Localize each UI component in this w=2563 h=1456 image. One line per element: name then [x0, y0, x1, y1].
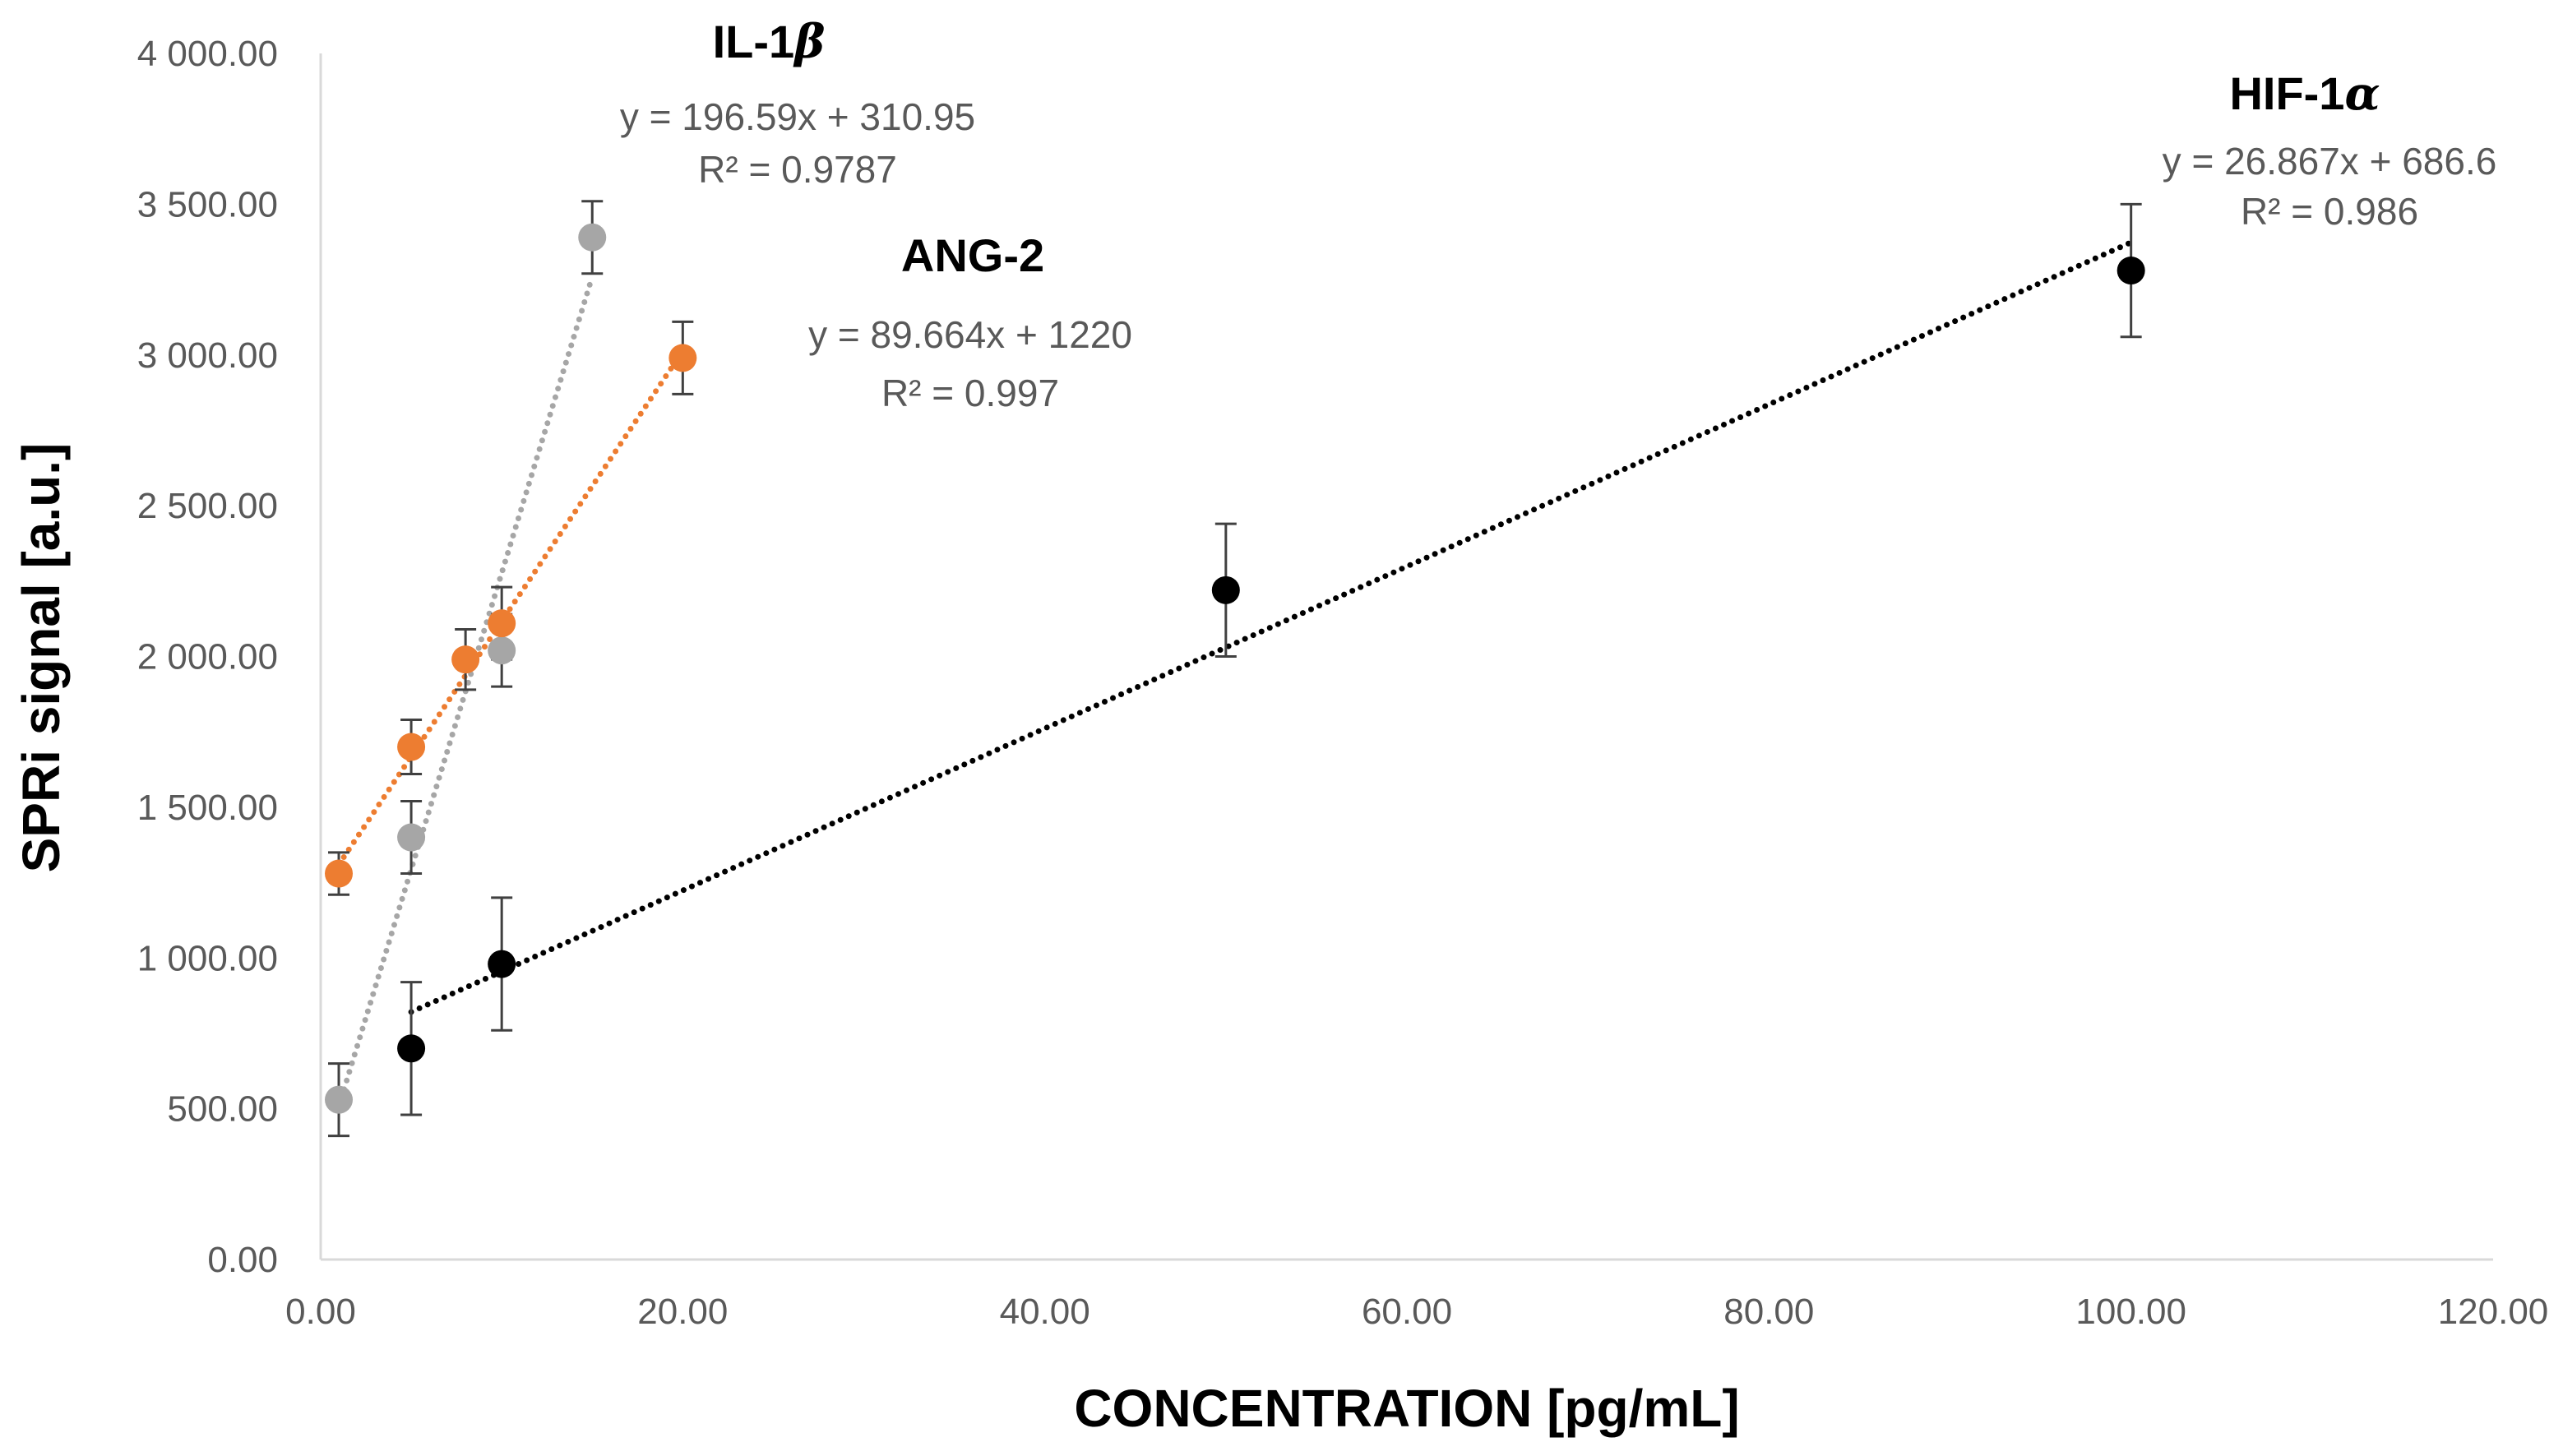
- il-1-series-title: IL-1β: [713, 15, 826, 69]
- ang-2-point: [325, 859, 354, 888]
- y-tick-label: 0.00: [207, 1240, 278, 1280]
- x-tick-label: 20.00: [637, 1292, 728, 1332]
- hif-1-series-title: HIF-1α: [2229, 67, 2380, 121]
- x-tick-label: 60.00: [1362, 1292, 1452, 1332]
- ang-2-series-title: ANG-2: [901, 229, 1044, 281]
- il-1-r-squared: R² = 0.9787: [698, 148, 897, 191]
- ang-2-r-squared: R² = 0.997: [881, 372, 1059, 414]
- ang-2-point: [669, 344, 697, 372]
- hif-1-point: [2117, 257, 2145, 285]
- y-axis-title: SPRi signal [a.u.]: [12, 443, 71, 873]
- series-annotations: IL-1β y = 196.59x + 310.95 R² = 0.9787ANG-…: [620, 15, 2496, 414]
- x-tick-label: 100.00: [2075, 1292, 2186, 1332]
- hif-1-trendline: [408, 239, 2135, 1015]
- axes: [319, 53, 2493, 1261]
- hif-1-point: [1211, 575, 1240, 604]
- x-tick-label: 0.00: [285, 1292, 356, 1332]
- hif-1-equation: y = 26.867x + 686.6: [2163, 140, 2497, 183]
- y-tick-label: 2 500.00: [137, 486, 278, 526]
- hif-1-point: [488, 950, 516, 978]
- x-tick-label: 120.00: [2438, 1292, 2549, 1332]
- x-axis-title: CONCENTRATION [pg/mL]: [1074, 1379, 1739, 1438]
- il-1-point: [488, 636, 516, 665]
- ang-2-point: [488, 609, 516, 638]
- x-tick-labels: 0.00 20.00 40.00 60.00 80.00 100.00 120.00: [285, 1292, 2548, 1332]
- il-1-equation: y = 196.59x + 310.95: [620, 95, 975, 138]
- y-tick-label: 3 500.00: [137, 184, 278, 224]
- ang-2-equation: y = 89.664x + 1220: [808, 313, 1132, 356]
- y-tick-labels: 0.00 500.00 1 000.00 1 500.00 2 000.00 2 500.…: [137, 34, 278, 1280]
- hif-1-r-squared: R² = 0.986: [2241, 190, 2418, 233]
- ang-2-trendline: [335, 348, 686, 868]
- il-1-point: [325, 1085, 354, 1114]
- trendlines: [335, 239, 2135, 1110]
- y-tick-label: 3 000.00: [137, 335, 278, 376]
- y-tick-label: 2 000.00: [137, 637, 278, 677]
- hif-1-point: [397, 1034, 426, 1063]
- x-tick-label: 80.00: [1723, 1292, 1814, 1332]
- y-tick-label: 500.00: [167, 1089, 278, 1130]
- il-1-point: [397, 823, 426, 852]
- y-tick-label: 1 000.00: [137, 938, 278, 978]
- ang-2-point: [451, 645, 480, 674]
- ang-2-point: [397, 733, 426, 761]
- il-1-trendline: [335, 273, 595, 1110]
- y-tick-label: 1 500.00: [137, 788, 278, 828]
- data-points: [325, 223, 2145, 1114]
- y-tick-label: 4 000.00: [137, 34, 278, 74]
- error-bars: [328, 200, 2142, 1138]
- il-1-point: [578, 223, 607, 252]
- x-tick-label: 40.00: [1000, 1292, 1090, 1332]
